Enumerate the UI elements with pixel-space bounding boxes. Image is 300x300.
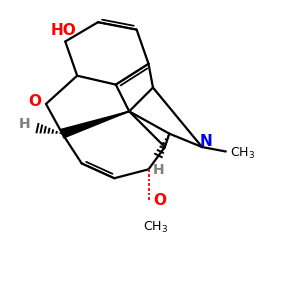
Polygon shape [61,111,129,138]
Text: O: O [153,193,166,208]
Text: CH$_3$: CH$_3$ [230,146,256,161]
Text: H: H [19,117,30,131]
Text: HO: HO [51,23,77,38]
Text: O: O [28,94,41,109]
Text: CH$_3$: CH$_3$ [143,220,169,235]
Text: H: H [153,163,165,177]
Text: N: N [199,134,212,149]
